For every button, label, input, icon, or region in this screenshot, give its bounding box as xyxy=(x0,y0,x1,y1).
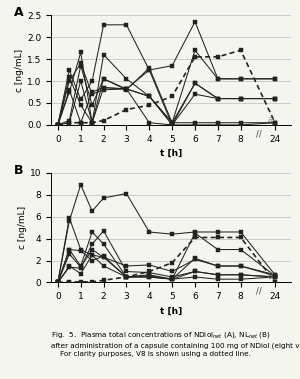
Text: Fig.  5.  Plasma total concentrations of NDiol$_{net}$ (A), NL$_{net}$ (B)
after: Fig. 5. Plasma total concentrations of N… xyxy=(51,330,300,357)
Text: 8: 8 xyxy=(268,272,274,281)
Text: //: // xyxy=(256,287,262,296)
Text: //: // xyxy=(256,129,262,138)
Y-axis label: c [ng/mL]: c [ng/mL] xyxy=(18,206,27,249)
Text: A: A xyxy=(14,6,23,19)
Text: B: B xyxy=(14,164,23,177)
Text: a: a xyxy=(268,114,273,124)
X-axis label: t [h]: t [h] xyxy=(160,307,182,316)
Y-axis label: c [ng/mL]: c [ng/mL] xyxy=(15,49,24,92)
X-axis label: t [h]: t [h] xyxy=(160,149,182,158)
